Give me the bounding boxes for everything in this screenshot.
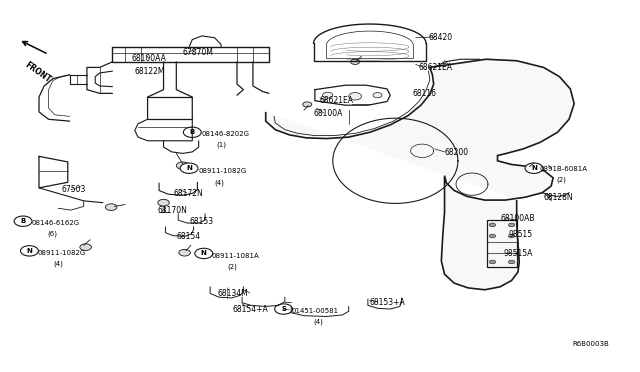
Text: N: N: [531, 165, 537, 171]
Text: 68100AA: 68100AA: [132, 54, 166, 62]
Text: 0891B-6081A: 0891B-6081A: [539, 166, 587, 172]
Text: 01451-00581: 01451-00581: [291, 308, 339, 314]
Circle shape: [525, 163, 543, 173]
Text: 67503: 67503: [61, 185, 86, 194]
Text: 68170N: 68170N: [157, 206, 187, 215]
Circle shape: [106, 204, 117, 211]
Circle shape: [303, 102, 312, 107]
Circle shape: [183, 127, 201, 137]
Text: 08911-1081A: 08911-1081A: [211, 253, 259, 259]
Circle shape: [508, 260, 515, 264]
Text: 08146-8202G: 08146-8202G: [202, 131, 250, 137]
Text: 68100A: 68100A: [314, 109, 343, 118]
Text: (4): (4): [314, 318, 323, 324]
Text: 68172N: 68172N: [173, 189, 203, 198]
Text: (4): (4): [214, 179, 225, 186]
Text: FRONT: FRONT: [23, 61, 52, 85]
Text: (2): (2): [227, 263, 237, 270]
Circle shape: [489, 234, 495, 238]
Circle shape: [349, 93, 362, 100]
Circle shape: [20, 246, 38, 256]
Circle shape: [275, 304, 292, 314]
Text: N: N: [201, 250, 207, 256]
Text: 68116: 68116: [413, 89, 436, 98]
Text: 98515A: 98515A: [504, 249, 533, 258]
Text: 68621EA: 68621EA: [419, 63, 453, 72]
Text: 68153+A: 68153+A: [370, 298, 406, 307]
Circle shape: [179, 249, 190, 256]
Text: R6B0003B: R6B0003B: [572, 340, 609, 346]
Circle shape: [351, 59, 360, 64]
Text: 68153: 68153: [189, 217, 213, 226]
Text: 67870M: 67870M: [182, 48, 214, 57]
Text: 68122M: 68122M: [135, 67, 165, 76]
Circle shape: [195, 248, 212, 259]
Text: (2): (2): [556, 176, 566, 183]
Text: 68154: 68154: [176, 231, 200, 241]
Text: 68128N: 68128N: [543, 193, 573, 202]
Circle shape: [508, 234, 515, 238]
Text: 68154+A: 68154+A: [232, 305, 268, 314]
Text: 68134M: 68134M: [218, 289, 248, 298]
Text: (1): (1): [216, 142, 227, 148]
Text: 68420: 68420: [429, 33, 452, 42]
Text: 68621EA: 68621EA: [320, 96, 354, 105]
Text: 08911-1082G: 08911-1082G: [38, 250, 86, 256]
Text: 08911-1082G: 08911-1082G: [198, 168, 247, 174]
Circle shape: [323, 92, 333, 98]
Circle shape: [158, 199, 170, 206]
Circle shape: [80, 244, 92, 250]
Circle shape: [489, 223, 495, 227]
Text: 98515: 98515: [508, 230, 532, 240]
Text: (6): (6): [47, 230, 58, 237]
Text: N: N: [186, 165, 192, 171]
Polygon shape: [266, 59, 574, 290]
Circle shape: [373, 93, 382, 98]
Text: 08146-6162G: 08146-6162G: [31, 220, 79, 226]
Text: 68200: 68200: [445, 148, 468, 157]
Circle shape: [180, 163, 198, 173]
Circle shape: [508, 223, 515, 227]
Circle shape: [14, 216, 32, 227]
Text: 68100AB: 68100AB: [500, 214, 534, 223]
Circle shape: [489, 260, 495, 264]
Text: N: N: [26, 248, 33, 254]
Text: B: B: [189, 129, 195, 135]
Text: S: S: [281, 306, 286, 312]
Text: B: B: [20, 218, 26, 224]
Circle shape: [176, 162, 189, 169]
Text: (4): (4): [54, 260, 63, 267]
